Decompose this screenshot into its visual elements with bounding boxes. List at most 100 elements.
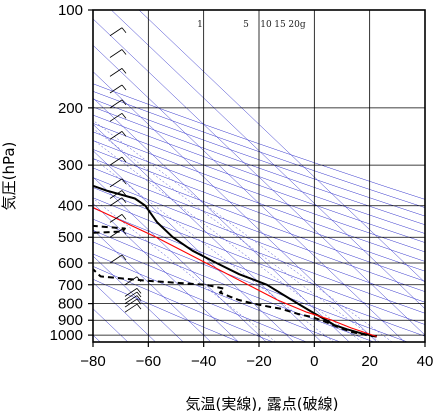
dry-adiabat-line	[93, 253, 307, 342]
wind-barb-flag	[121, 190, 127, 196]
dewpoint-line	[93, 224, 377, 338]
dry-adiabat-line	[93, 106, 425, 226]
dry-adiabat-line	[93, 149, 425, 272]
y-tick-label: 100	[58, 2, 83, 19]
mixing-ratio-label: 15	[274, 20, 286, 30]
dry-adiabat-line	[93, 158, 425, 282]
wind-barb	[109, 156, 123, 166]
wind-barb	[109, 84, 123, 94]
isotherm-line	[93, 203, 239, 342]
isotherm-line	[138, 10, 425, 283]
dry-adiabat-line	[93, 167, 425, 292]
isotherm-line	[111, 10, 425, 310]
x-axis-title: 気温(実線), 露点(破線)	[186, 395, 339, 412]
isotherm-line	[93, 97, 350, 342]
wind-barb-flag	[121, 49, 127, 55]
wind-barb	[109, 131, 123, 140]
grid	[92, 10, 426, 347]
dry-adiabat-line	[93, 91, 425, 208]
wind-barb-flag	[121, 84, 127, 91]
wind-barb	[124, 303, 138, 313]
wind-barb-flag	[121, 27, 127, 33]
dry-adiabat-line	[93, 266, 273, 342]
mixing-ratio-label: 1	[197, 20, 203, 30]
mixing-ratio-line	[93, 139, 363, 342]
isotherm-line	[93, 176, 267, 342]
wind-barb	[109, 228, 123, 238]
wind-barb-flag	[121, 68, 127, 74]
temperature-line	[93, 184, 377, 338]
dry-adiabat-line	[93, 187, 425, 314]
dry-adiabat-line	[93, 114, 425, 234]
y-tick-label: 500	[58, 229, 83, 246]
y-tick-label: 300	[58, 157, 83, 174]
wind-barb	[109, 254, 123, 264]
wind-barb-flag	[121, 99, 127, 106]
wind-barb	[109, 197, 123, 207]
y-tick-label: 900	[58, 312, 83, 329]
wind-barb-flag	[136, 295, 142, 301]
parcel-line	[93, 206, 377, 338]
wind-barb-flag	[136, 291, 142, 298]
wind-barb-flag	[121, 228, 127, 235]
dry-adiabat-line	[93, 218, 408, 342]
isotherm-line	[93, 229, 212, 342]
isotherm-line	[93, 255, 184, 342]
mixing-ratio-line	[93, 120, 393, 342]
wind-barb-flag	[121, 156, 127, 163]
wind-barb	[109, 27, 123, 37]
dry-adiabat-line	[93, 207, 425, 337]
y-tick-label: 1000	[50, 327, 83, 344]
wind-barb	[109, 214, 123, 223]
wind-barb	[124, 288, 138, 297]
wind-barb	[109, 112, 123, 122]
x-tick-label: 40	[417, 353, 434, 370]
mixing-ratio-labels: 1 5 10 15 20g	[197, 20, 306, 30]
wind-barb-flag	[121, 214, 127, 220]
y-tick-label: 800	[58, 296, 83, 313]
wind-barb-flag	[136, 298, 142, 305]
dry-adiabat-line	[93, 98, 425, 217]
wind-barb-flag	[121, 197, 127, 203]
x-tick-label: −20	[246, 353, 271, 370]
wind-barb-flag	[121, 131, 127, 137]
data-series	[93, 184, 377, 338]
wind-barb	[109, 99, 123, 109]
y-tick-label: 200	[58, 100, 83, 117]
wind-barb	[124, 295, 138, 304]
isotherm-line	[93, 71, 378, 342]
isotherm-line	[93, 44, 405, 342]
wind-barb	[109, 190, 123, 199]
wind-barb	[109, 68, 123, 77]
wind-barb-flag	[136, 288, 142, 294]
mixing-ratio-label: 10	[260, 20, 272, 30]
x-tick-label: −40	[191, 353, 216, 370]
wind-barb	[124, 291, 138, 301]
dry-adiabat-line	[93, 177, 425, 303]
wind-barb-flag	[121, 254, 127, 261]
y-tick-label: 700	[58, 277, 83, 294]
wind-barb	[109, 49, 123, 58]
wind-barbs	[109, 27, 142, 313]
dry-adiabat-line	[93, 278, 240, 342]
y-tick-label: 600	[58, 255, 83, 272]
x-tick-label: 20	[361, 353, 378, 370]
wind-barb-flag	[136, 276, 142, 283]
y-tick-label: 400	[58, 198, 83, 215]
wind-barb	[124, 298, 138, 308]
dry-adiabat-line	[93, 123, 425, 243]
dry-adiabat-line	[93, 230, 374, 342]
wind-barb	[109, 178, 123, 188]
isotherm-line	[93, 123, 322, 342]
wind-barb-flag	[121, 113, 127, 119]
y-axis-title: 気圧(hPa)	[0, 142, 18, 211]
dry-adiabat-line	[93, 241, 341, 342]
x-tick-labels: −80 −60 −40 −20 0 20 40	[80, 353, 433, 370]
dry-adiabat-line	[93, 197, 425, 325]
x-tick-label: 0	[310, 353, 318, 370]
x-tick-label: −80	[80, 353, 105, 370]
x-tick-label: −60	[136, 353, 161, 370]
mixing-ratio-label: 20g	[288, 20, 305, 30]
